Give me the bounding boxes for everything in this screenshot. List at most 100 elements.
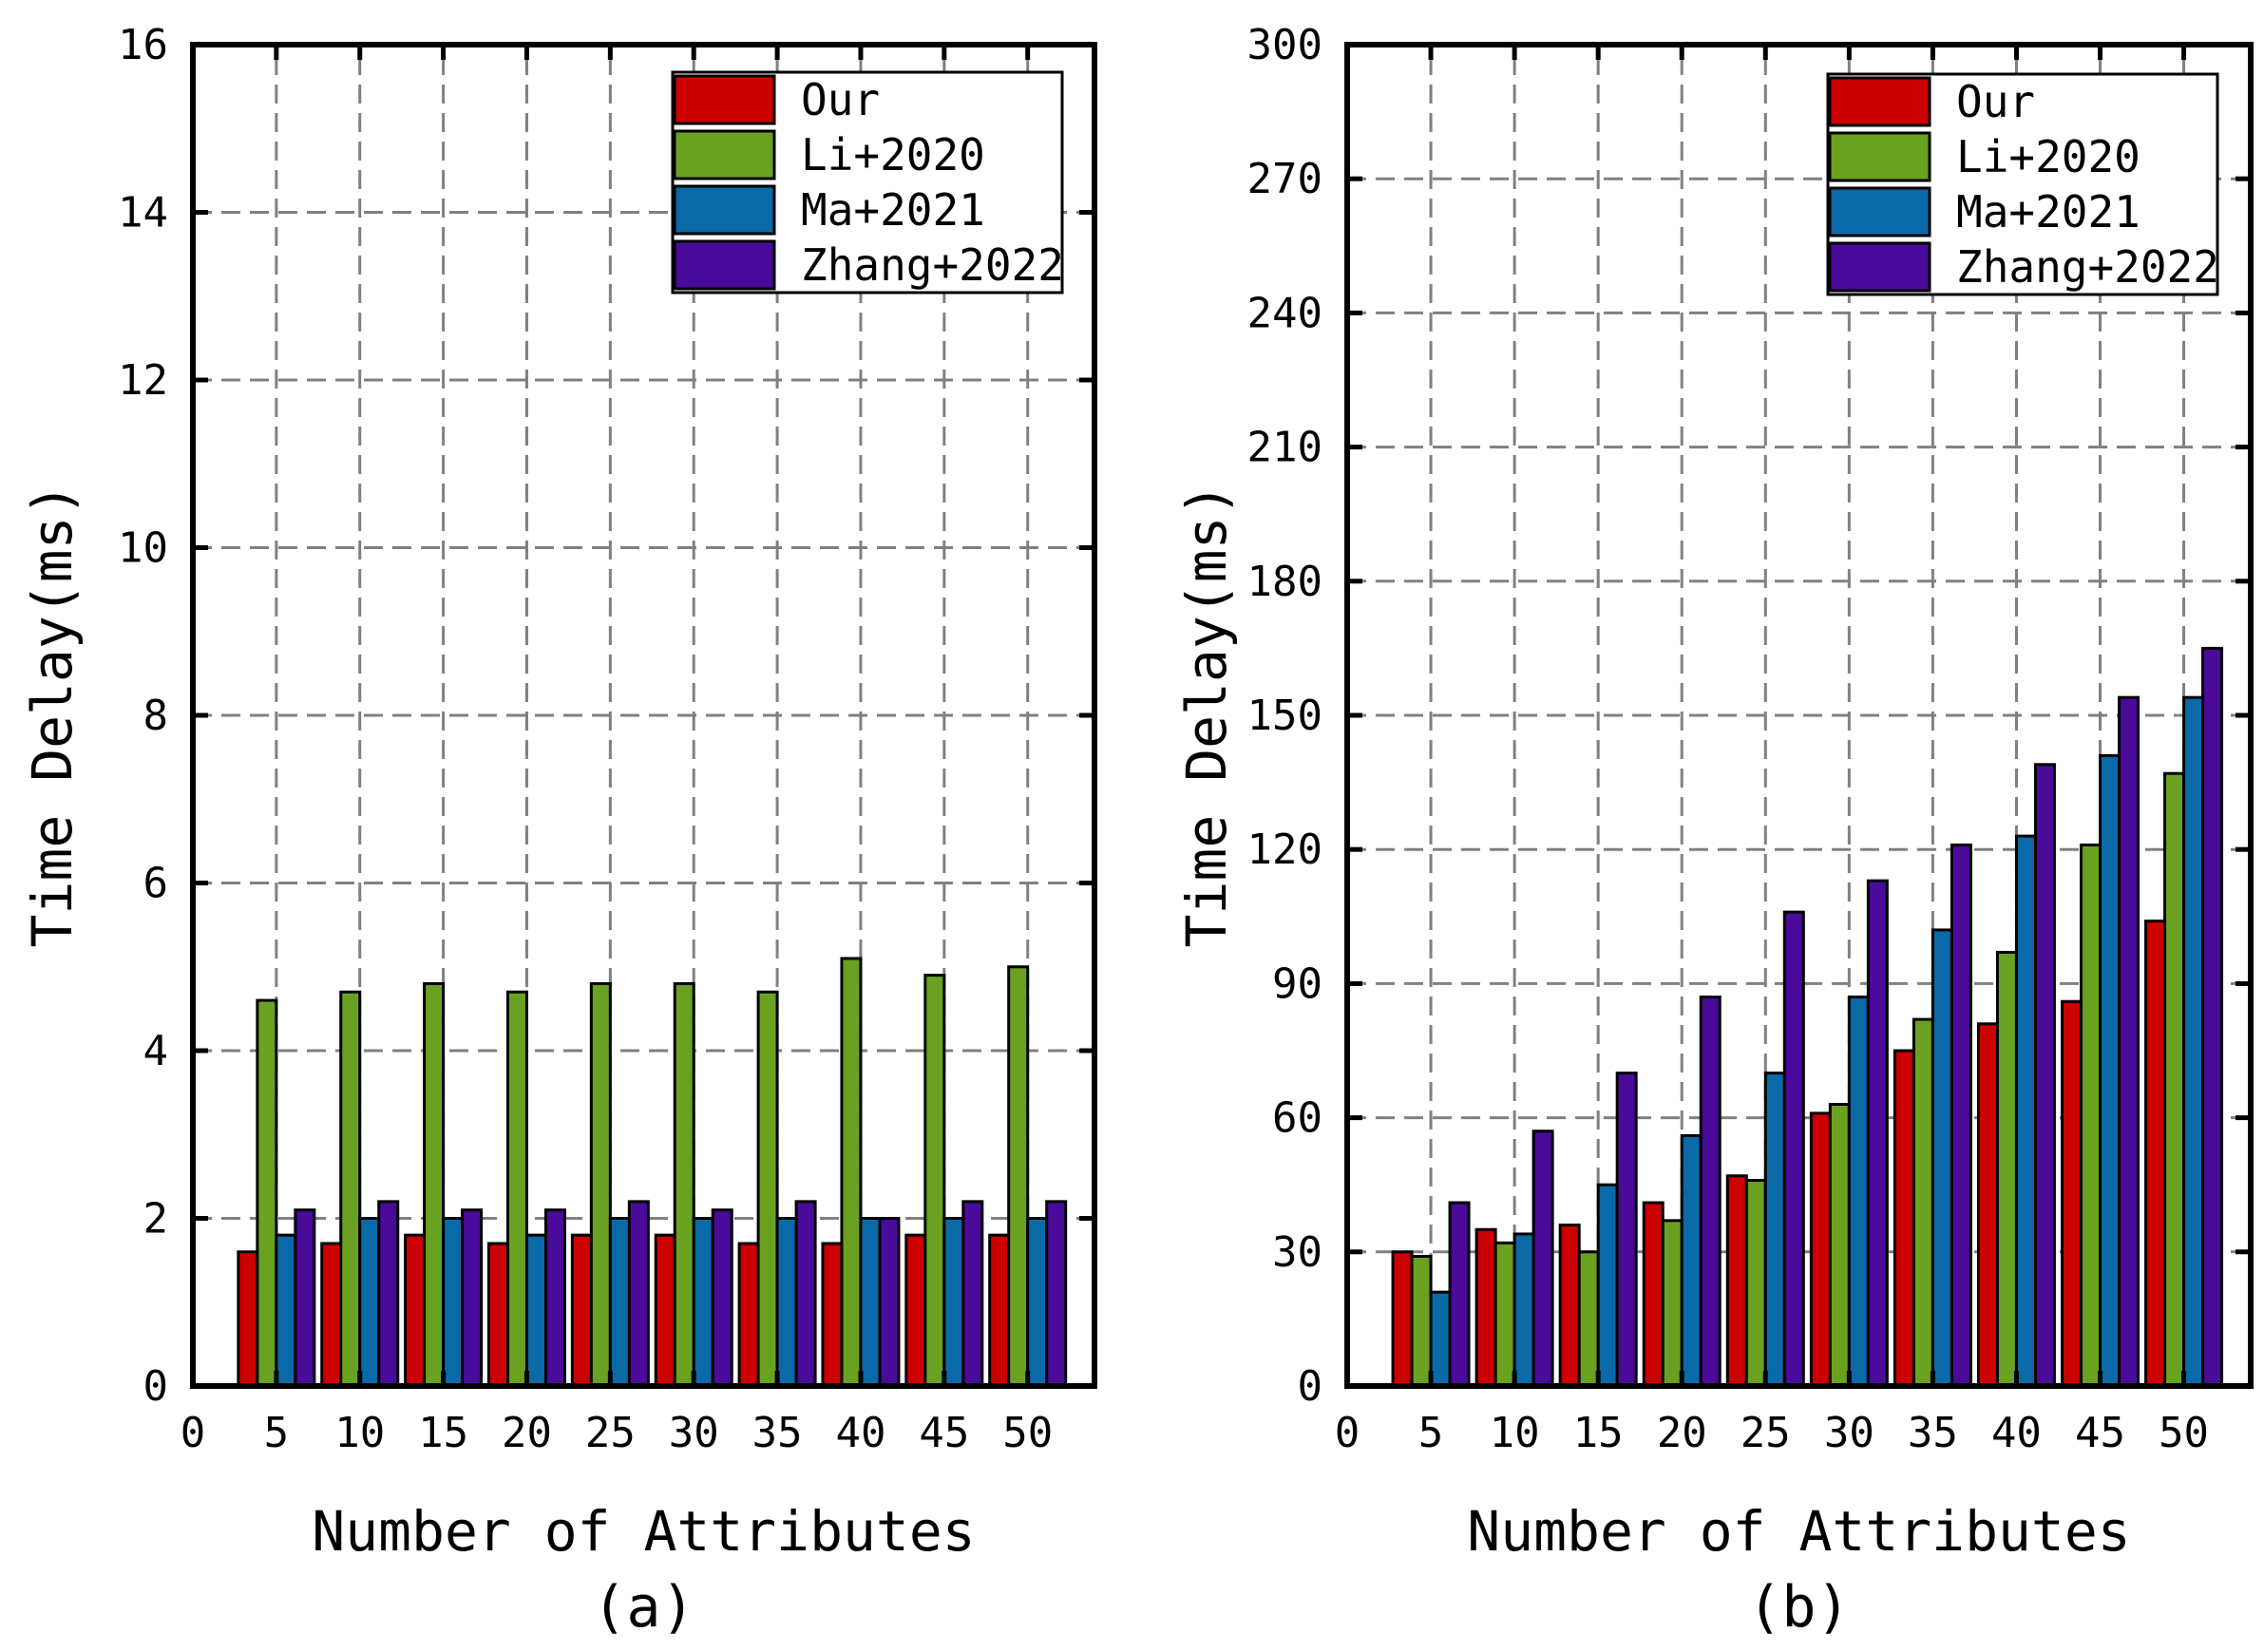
bar-li-2020-15 [1577, 1250, 1600, 1388]
y-tick-label: 120 [1247, 826, 1322, 874]
x-tick-label: 50 [1002, 1409, 1053, 1457]
bar-zhang-2022-20 [1699, 996, 1722, 1388]
bar-our-40 [821, 1242, 844, 1388]
bar-our-40 [1976, 1022, 1999, 1388]
bar-ma-2021-45 [2099, 753, 2121, 1388]
x-tick-label: 25 [1741, 1409, 1791, 1457]
bar-ma-2021-35 [775, 1217, 798, 1388]
y-tick-label: 270 [1247, 155, 1322, 203]
bar-our-25 [1725, 1174, 1748, 1388]
x-tick-label: 5 [264, 1409, 290, 1457]
panel-label: (b) [1747, 1574, 1850, 1641]
bar-ma-2021-15 [1596, 1183, 1619, 1388]
legend-swatch [673, 184, 776, 236]
x-tick-label: 40 [1991, 1409, 2042, 1457]
bar-ma-2021-40 [2014, 834, 2037, 1388]
bar-our-45 [904, 1233, 927, 1388]
x-tick-label: 10 [1490, 1409, 1540, 1457]
x-tick-label: 45 [919, 1409, 969, 1457]
bar-li-2020-35 [1912, 1017, 1934, 1388]
bar-zhang-2022-50 [1045, 1200, 1068, 1388]
bar-li-2020-40 [840, 957, 863, 1388]
bar-ma-2021-50 [1026, 1217, 1049, 1388]
bar-zhang-2022-40 [878, 1217, 901, 1388]
x-tick-label: 0 [1335, 1409, 1360, 1457]
bar-li-2020-30 [1828, 1102, 1851, 1388]
bar-zhang-2022-30 [711, 1208, 733, 1388]
bar-ma-2021-5 [275, 1233, 297, 1388]
bar-li-2020-10 [1493, 1241, 1516, 1388]
bar-our-25 [570, 1233, 593, 1388]
panel-label: (a) [592, 1574, 694, 1641]
legend-label: Li+2020 [1956, 131, 2140, 182]
bar-ma-2021-15 [442, 1217, 465, 1388]
bar-zhang-2022-35 [794, 1200, 817, 1388]
bar-ma-2021-25 [1763, 1072, 1786, 1388]
bar-zhang-2022-50 [2201, 646, 2224, 1388]
y-tick-label: 8 [143, 692, 169, 740]
legend-swatch [1828, 131, 1931, 182]
bar-our-20 [486, 1242, 509, 1388]
bar-zhang-2022-20 [543, 1208, 566, 1388]
bar-zhang-2022-25 [627, 1200, 650, 1388]
y-tick-label: 30 [1272, 1228, 1322, 1277]
bar-li-2020-30 [673, 981, 695, 1388]
bar-li-2020-5 [256, 998, 278, 1388]
bar-zhang-2022-45 [2118, 695, 2140, 1388]
bar-our-20 [1642, 1201, 1665, 1388]
bar-zhang-2022-45 [961, 1200, 984, 1388]
y-axis-title: Time Delay(ms) [20, 484, 85, 948]
bar-our-30 [1809, 1111, 1832, 1388]
bar-ma-2021-50 [2182, 695, 2205, 1388]
bar-ma-2021-30 [692, 1217, 714, 1388]
y-tick-label: 12 [118, 356, 168, 405]
bar-our-5 [237, 1250, 259, 1388]
bar-zhang-2022-10 [377, 1200, 400, 1388]
y-tick-label: 210 [1247, 424, 1322, 472]
legend-label: Our [1956, 76, 2035, 127]
x-tick-label: 35 [1908, 1409, 1958, 1457]
bar-ma-2021-45 [942, 1217, 965, 1388]
y-tick-label: 16 [118, 21, 168, 69]
x-tick-label: 45 [2075, 1409, 2125, 1457]
bar-ma-2021-40 [859, 1217, 882, 1388]
bar-zhang-2022-25 [1782, 910, 1805, 1388]
x-tick-label: 10 [334, 1409, 385, 1457]
bar-ma-2021-10 [1513, 1232, 1535, 1388]
y-tick-label: 150 [1247, 692, 1322, 740]
y-tick-label: 4 [143, 1027, 169, 1075]
bar-li-2020-15 [423, 981, 446, 1388]
y-tick-label: 2 [143, 1195, 169, 1244]
x-tick-label: 30 [669, 1409, 719, 1457]
bar-ma-2021-5 [1429, 1290, 1452, 1388]
y-tick-label: 90 [1272, 959, 1322, 1008]
x-tick-label: 30 [1824, 1409, 1874, 1457]
bar-zhang-2022-40 [2033, 763, 2056, 1388]
y-tick-label: 180 [1247, 558, 1322, 606]
bar-li-2020-20 [1661, 1219, 1684, 1388]
bar-zhang-2022-15 [1615, 1072, 1638, 1388]
bar-our-35 [1893, 1049, 1915, 1388]
bar-zhang-2022-15 [461, 1208, 484, 1388]
bar-li-2020-25 [1744, 1178, 1767, 1388]
legend-label: Zhang+2022 [1956, 241, 2219, 293]
x-axis-title: Number of Attributes [1467, 1499, 2130, 1564]
legend-swatch [673, 74, 776, 125]
legend-swatch [1828, 241, 1931, 293]
x-tick-label: 15 [1573, 1409, 1624, 1457]
x-tick-label: 5 [1418, 1409, 1444, 1457]
bar-li-2020-35 [756, 990, 779, 1388]
bar-our-50 [2144, 920, 2167, 1388]
bar-our-10 [320, 1242, 343, 1388]
bar-li-2020-45 [923, 974, 946, 1388]
bar-ma-2021-20 [1680, 1133, 1703, 1388]
legend-label: Li+2020 [801, 129, 985, 180]
y-tick-label: 0 [1298, 1362, 1323, 1411]
bar-li-2020-5 [1410, 1255, 1433, 1388]
bar-zhang-2022-30 [1866, 879, 1889, 1388]
y-tick-label: 10 [118, 524, 168, 573]
x-tick-label: 50 [2159, 1409, 2209, 1457]
x-tick-label: 35 [752, 1409, 803, 1457]
bar-zhang-2022-5 [1448, 1201, 1471, 1388]
